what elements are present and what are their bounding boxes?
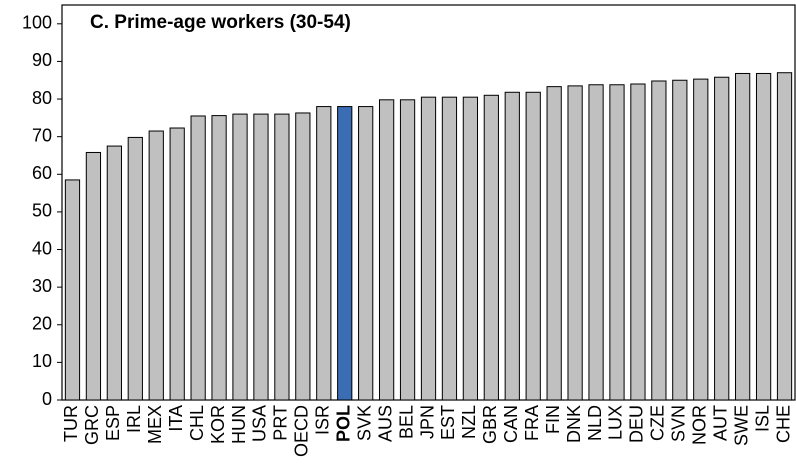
x-tick-label: USA xyxy=(250,405,270,442)
x-tick-label: OECD xyxy=(292,405,312,457)
x-tick-label: BEL xyxy=(396,405,416,439)
x-tick-label: AUS xyxy=(375,405,395,442)
y-tick-label: 40 xyxy=(32,238,52,258)
y-tick-label: 60 xyxy=(32,163,52,183)
x-tick-label: CHE xyxy=(773,405,793,443)
bar xyxy=(148,130,164,401)
x-tick-label: SVN xyxy=(669,405,689,442)
x-tick-label: SVK xyxy=(354,405,374,441)
bar xyxy=(190,115,206,401)
x-tick-label: FIN xyxy=(543,405,563,434)
x-tick-label: CZE xyxy=(648,405,668,441)
bar xyxy=(525,91,541,401)
bar xyxy=(232,113,248,401)
bar xyxy=(316,106,332,401)
x-tick-label: MEX xyxy=(145,405,165,444)
x-tick-label: POL xyxy=(333,405,353,442)
x-tick-label: IRL xyxy=(124,405,144,433)
bar xyxy=(483,94,499,401)
bar xyxy=(441,96,458,401)
bar xyxy=(127,136,143,401)
bar xyxy=(295,112,311,401)
bar xyxy=(399,99,416,401)
y-tick-label: 80 xyxy=(32,88,52,108)
x-tick-label: ISR xyxy=(313,405,333,435)
bar xyxy=(85,151,102,401)
y-tick-label: 100 xyxy=(22,13,52,33)
bar xyxy=(651,80,667,401)
x-tick-label: LUX xyxy=(606,405,626,440)
x-tick-label: NLD xyxy=(585,405,605,441)
bar xyxy=(378,99,395,401)
x-tick-label: ISL xyxy=(752,405,772,432)
bar xyxy=(567,85,583,401)
chart-title: C. Prime-age workers (30-54) xyxy=(90,12,351,33)
bar xyxy=(630,83,646,401)
bar xyxy=(588,84,604,401)
bar xyxy=(253,113,269,401)
y-tick-label: 30 xyxy=(32,276,52,296)
x-tick-label: NOR xyxy=(690,405,710,445)
bar xyxy=(169,127,185,401)
x-tick-label: GRC xyxy=(82,405,102,445)
x-tick-label: TUR xyxy=(61,405,81,442)
x-tick-label: ITA xyxy=(166,405,186,432)
x-tick-label: FRA xyxy=(522,405,542,441)
bar xyxy=(714,76,730,401)
bar xyxy=(420,96,437,401)
y-tick-label: 20 xyxy=(32,314,52,334)
x-tick-label: EST xyxy=(438,405,458,440)
bar xyxy=(358,106,374,401)
bar xyxy=(776,72,793,401)
bar xyxy=(735,72,751,401)
bar xyxy=(672,79,688,401)
x-tick-label: KOR xyxy=(208,405,228,444)
bar xyxy=(337,106,353,401)
bar xyxy=(106,145,122,401)
bar xyxy=(462,96,479,401)
y-tick-label: 50 xyxy=(32,201,52,221)
bar xyxy=(64,179,81,401)
x-tick-label: DEU xyxy=(627,405,647,443)
x-tick-label: ESP xyxy=(103,405,123,441)
x-tick-label: PRT xyxy=(271,405,291,441)
y-tick-label: 70 xyxy=(32,125,52,145)
x-tick-label: NZL xyxy=(459,405,479,439)
bar xyxy=(274,113,290,401)
x-tick-label: CAN xyxy=(501,405,521,443)
x-tick-label: DNK xyxy=(564,405,584,443)
bar xyxy=(546,86,562,401)
y-tick-label: 90 xyxy=(32,50,52,70)
x-tick-label: JPN xyxy=(417,405,437,439)
bar xyxy=(211,115,227,401)
bar xyxy=(755,72,772,401)
x-tick-label: HUN xyxy=(229,405,249,444)
x-tick-label: SWE xyxy=(731,405,751,446)
x-tick-label: GBR xyxy=(480,405,500,444)
bar xyxy=(504,91,520,401)
bar xyxy=(609,84,625,401)
y-tick-label: 10 xyxy=(32,351,52,371)
x-tick-label: AUT xyxy=(710,405,730,441)
x-tick-label: CHL xyxy=(187,405,207,441)
y-tick-label: 0 xyxy=(42,389,52,409)
bar xyxy=(693,78,709,401)
